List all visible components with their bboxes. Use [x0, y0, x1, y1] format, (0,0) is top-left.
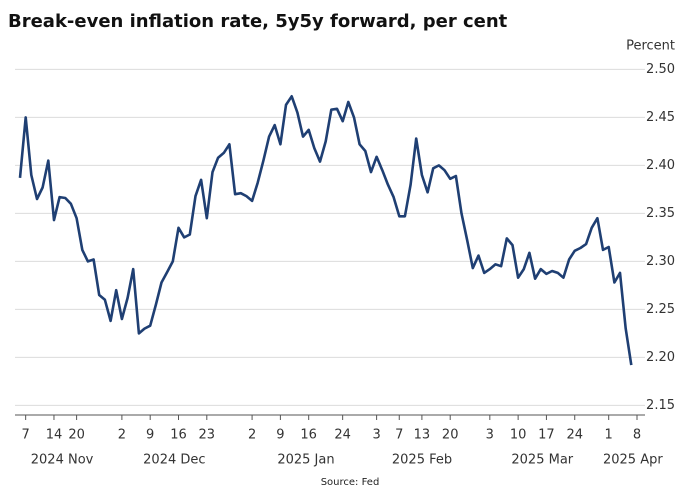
y-tick-label: 2.35	[646, 206, 675, 221]
y-tick-label: 2.45	[646, 110, 675, 125]
data-line	[18, 95, 633, 366]
month-label: 2025 Jan	[277, 453, 334, 468]
x-tick-label: 20	[68, 428, 85, 443]
x-tick-label: 9	[146, 428, 154, 443]
x-tick-label: 16	[170, 428, 187, 443]
x-tick-label: 8	[633, 428, 641, 443]
x-tick-label: 23	[199, 428, 216, 443]
x-tick-label: 24	[566, 428, 583, 443]
y-tick-label: 2.50	[646, 62, 675, 77]
y-tick-label: 2.40	[646, 158, 675, 173]
month-label: 2025 Mar	[511, 453, 573, 468]
x-tick-label: 17	[538, 428, 555, 443]
x-tick-label: 20	[442, 428, 459, 443]
x-tick-label: 10	[510, 428, 527, 443]
x-tick-label: 3	[486, 428, 494, 443]
x-tick-label: 2	[248, 428, 256, 443]
y-axis-label: Percent	[626, 39, 675, 54]
month-label: 2024 Dec	[143, 453, 205, 468]
x-tick-label: 3	[372, 428, 380, 443]
y-tick-label: 2.25	[646, 302, 675, 317]
x-tick-label: 24	[334, 428, 351, 443]
x-tick-label: 13	[414, 428, 431, 443]
x-tick-label: 1	[605, 428, 613, 443]
x-tick-label: 2	[118, 428, 126, 443]
source: Source: Fed	[321, 477, 380, 488]
y-tick-label: 2.20	[646, 350, 675, 365]
y-tick-label: 2.30	[646, 254, 675, 269]
chart-title: Break-even inflation rate, 5y5y forward,…	[8, 11, 508, 32]
x-tick-label: 7	[22, 428, 30, 443]
x-tick-label: 9	[276, 428, 284, 443]
x-tick-label: 14	[46, 428, 63, 443]
month-label: 2025 Feb	[392, 453, 452, 468]
y-tick-label: 2.15	[646, 398, 675, 413]
month-label: 2025 Apr	[603, 453, 663, 468]
x-tick-label: 16	[300, 428, 317, 443]
month-label: 2024 Nov	[31, 453, 94, 468]
x-tick-label: 7	[395, 428, 403, 443]
